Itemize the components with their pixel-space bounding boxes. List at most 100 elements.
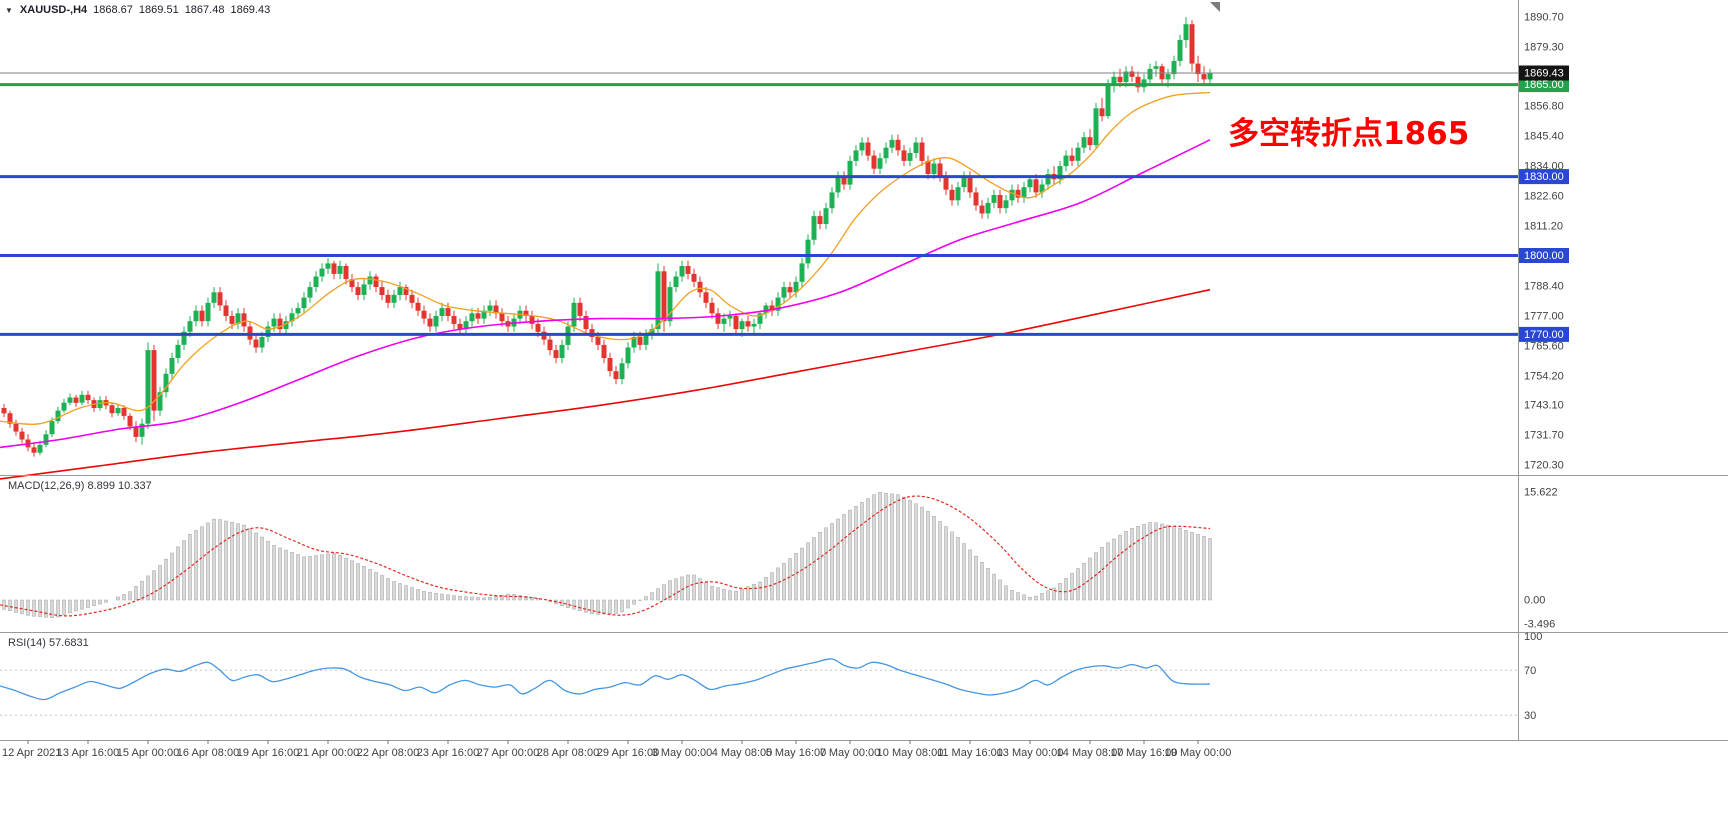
candle-body <box>829 192 835 209</box>
candle-body <box>1045 174 1051 185</box>
candle-body <box>475 313 481 319</box>
candle-body <box>7 413 13 424</box>
candle-body <box>961 176 967 188</box>
macd-histogram-bar <box>1070 573 1074 601</box>
macd-histogram-bar <box>68 599 72 614</box>
macd-histogram-bar <box>302 556 306 601</box>
candle-body <box>481 310 487 319</box>
candle-body <box>823 208 829 224</box>
macd-histogram-bar <box>1106 542 1110 601</box>
macd-histogram-bar <box>1196 534 1200 601</box>
price-axis-area[interactable] <box>1518 0 1728 740</box>
macd-histogram-bar <box>902 496 906 601</box>
time-axis-label: 23 Apr 16:00 <box>417 747 479 759</box>
candle-body <box>223 305 229 316</box>
macd-histogram-bar <box>806 542 810 601</box>
ohlc-close-value: 1869.43 <box>230 4 271 16</box>
candle-body <box>967 176 973 193</box>
macd-signal-line <box>0 495 1211 617</box>
macd-histogram-bar <box>392 581 396 601</box>
candle-body <box>1081 137 1087 148</box>
macd-histogram-bar <box>440 593 444 601</box>
candle-body <box>931 163 937 174</box>
macd-histogram-bar <box>44 599 48 618</box>
candle-body <box>1099 108 1105 117</box>
symbol-info-bar: ▼ XAUUSD-,H4 1868.67 1869.51 1867.48 186… <box>5 4 270 16</box>
macd-histogram-bar <box>890 493 894 601</box>
macd-histogram-bar <box>92 599 96 607</box>
price-badge-label: 1800.00 <box>1524 250 1564 262</box>
macd-histogram-bar <box>20 599 24 615</box>
candle-body <box>607 358 613 372</box>
macd-histogram-bar <box>1178 528 1182 601</box>
candle-body <box>871 155 877 169</box>
candle-body <box>43 434 49 445</box>
candle-body <box>439 308 445 316</box>
candle-body <box>691 273 697 282</box>
price-badge-1770.00 <box>1519 326 1569 342</box>
axis-tick-label: 1822.60 <box>1524 191 1564 203</box>
macd-histogram-bar <box>500 594 504 601</box>
candle-body <box>835 176 841 193</box>
candle-body <box>31 447 37 453</box>
symbol-dropdown-icon[interactable]: ▼ <box>5 5 13 15</box>
macd-histogram-bar <box>86 599 90 608</box>
macd-indicator-label: MACD(12,26,9) 8.899 10.337 <box>8 480 152 492</box>
macd-histogram-bar <box>1004 585 1008 601</box>
macd-histogram-bar <box>776 567 780 601</box>
chart-shift-marker-icon[interactable] <box>1210 2 1220 12</box>
candle-body <box>427 318 433 327</box>
macd-histogram-bar <box>956 537 960 601</box>
macd-histogram-bar <box>1028 596 1032 601</box>
macd-histogram-bar <box>380 575 384 601</box>
candle-body <box>1123 71 1129 82</box>
macd-histogram-bar <box>398 583 402 601</box>
time-axis-area[interactable] <box>0 740 1728 770</box>
macd-histogram-bar <box>74 599 78 612</box>
chart-annotation-text[interactable]: 多空转折点1865 <box>1228 116 1470 152</box>
macd-histogram-bar <box>446 594 450 601</box>
time-axis-label: 12 Apr 2021 <box>2 747 61 759</box>
macd-histogram-bar <box>524 596 528 601</box>
fast-ma-layer <box>0 91 1211 425</box>
macd-histogram-bar <box>692 574 696 601</box>
candle-body <box>181 331 187 345</box>
axis-tick-label: -3.496 <box>1524 619 1555 631</box>
macd-histogram-bar <box>1016 592 1020 601</box>
time-axis-label: 29 Apr 16:00 <box>597 747 659 759</box>
macd-histogram-bar <box>824 527 828 601</box>
macd-histogram-bar <box>1160 523 1164 601</box>
chart-plot-area[interactable] <box>0 0 1518 740</box>
macd-histogram-bar <box>770 572 774 601</box>
axis-tick-label: 15.622 <box>1524 487 1558 499</box>
candle-body <box>973 192 979 206</box>
candle-body <box>307 287 313 298</box>
candle-body <box>133 426 139 437</box>
price-badge-label: 1770.00 <box>1524 329 1564 341</box>
macd-histogram-bar <box>362 566 366 601</box>
macd-histogram-bar <box>290 552 294 601</box>
candle-body <box>841 176 847 185</box>
macd-histogram-bar <box>950 531 954 601</box>
macd-histogram-bar <box>896 494 900 601</box>
candle-body <box>1057 166 1063 180</box>
candle-body <box>1129 71 1135 77</box>
macd-histogram-bar <box>1094 552 1098 601</box>
macd-histogram-bar <box>386 578 390 601</box>
candle-body <box>157 392 163 411</box>
macd-histogram-bar <box>374 572 378 601</box>
candle-body <box>811 216 817 240</box>
candle-body <box>493 305 499 314</box>
macd-histogram-bar <box>1034 595 1038 601</box>
axis-tick-label: 1788.40 <box>1524 281 1564 293</box>
macd-histogram-bar <box>920 506 924 601</box>
time-axis-label: 19 Apr 16:00 <box>237 747 299 759</box>
candle-body <box>847 160 853 185</box>
time-axis-label: 19 May 00:00 <box>1165 747 1232 759</box>
rsi-indicator-label: RSI(14) 57.6831 <box>8 637 89 649</box>
macd-histogram-bar <box>932 516 936 601</box>
macd-histogram-bar <box>704 582 708 601</box>
candle-body <box>955 187 961 201</box>
